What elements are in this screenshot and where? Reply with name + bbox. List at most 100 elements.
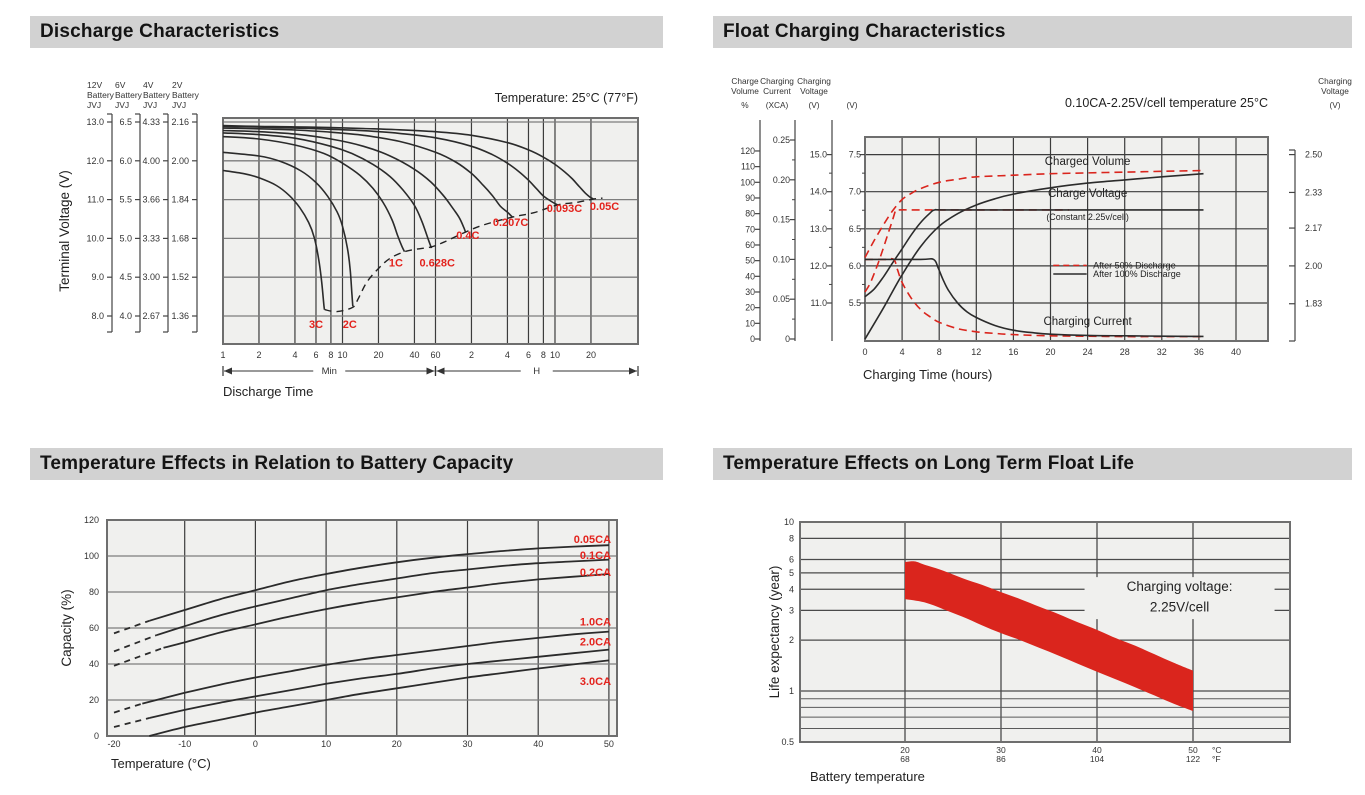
svg-text:30: 30 bbox=[996, 745, 1006, 755]
svg-text:Capacity (%): Capacity (%) bbox=[59, 589, 74, 666]
y-axis: 10 8 6 5 4 3 2 1 0.5 bbox=[781, 517, 794, 747]
svg-text:86: 86 bbox=[996, 754, 1006, 764]
svg-text:1: 1 bbox=[220, 350, 225, 360]
svg-text:0: 0 bbox=[94, 731, 99, 741]
svg-text:Charging Current: Charging Current bbox=[1043, 316, 1132, 328]
svg-text:2V: 2V bbox=[172, 80, 183, 90]
svg-text:24: 24 bbox=[1083, 347, 1093, 357]
svg-text:4: 4 bbox=[789, 584, 794, 594]
svg-text:Charging voltage:: Charging voltage: bbox=[1127, 579, 1233, 594]
svg-text:2.50: 2.50 bbox=[1305, 150, 1322, 160]
svg-text:0.05: 0.05 bbox=[773, 294, 790, 304]
svg-text:0.15: 0.15 bbox=[773, 215, 790, 225]
svg-text:6.5: 6.5 bbox=[849, 224, 861, 234]
svg-text:6.0: 6.0 bbox=[849, 261, 861, 271]
svg-text:Voltage: Voltage bbox=[1321, 86, 1349, 96]
svg-text:2: 2 bbox=[469, 350, 474, 360]
svg-text:16: 16 bbox=[1008, 347, 1018, 357]
svg-text:0.20: 0.20 bbox=[773, 175, 790, 185]
svg-text:100: 100 bbox=[740, 177, 755, 187]
svg-text:2C: 2C bbox=[343, 319, 357, 331]
svg-text:1.52: 1.52 bbox=[171, 272, 189, 282]
svg-text:0.10CA-2.25V/cell temperature: 0.10CA-2.25V/cell temperature 25°C bbox=[1065, 96, 1268, 110]
svg-text:-20: -20 bbox=[107, 739, 120, 749]
svg-text:15.0: 15.0 bbox=[810, 150, 827, 160]
svg-text:2.25V/cell: 2.25V/cell bbox=[1150, 600, 1209, 615]
svg-text:122: 122 bbox=[1186, 754, 1200, 764]
svg-text:1.36: 1.36 bbox=[171, 311, 189, 321]
svg-text:4.0: 4.0 bbox=[119, 311, 132, 321]
series-labels: 0.05CA 0.1CA 0.2CA 1.0CA 2.0CA 3.0CA bbox=[574, 534, 611, 688]
svg-text:8: 8 bbox=[937, 347, 942, 357]
x-axis-title: Discharge Time bbox=[223, 384, 313, 399]
voltage-scales: 12VBatteryJVJ13.012.011.010.09.08.06VBat… bbox=[86, 80, 200, 333]
svg-text:1.0CA: 1.0CA bbox=[580, 617, 611, 629]
y-axis-title: Life expectancy (year) bbox=[767, 566, 782, 699]
svg-text:120: 120 bbox=[84, 515, 99, 525]
svg-text:40: 40 bbox=[89, 659, 99, 669]
svg-text:-10: -10 bbox=[178, 739, 191, 749]
svg-text:Temperature (°C): Temperature (°C) bbox=[111, 756, 211, 771]
plot-area bbox=[865, 137, 1268, 341]
svg-text:70: 70 bbox=[745, 224, 755, 234]
svg-text:110: 110 bbox=[741, 162, 755, 172]
svg-text:Charging: Charging bbox=[797, 76, 831, 86]
series bbox=[864, 169, 1204, 340]
float-charging-chart: 010203040506070809010011012000.050.100.1… bbox=[731, 76, 1352, 382]
svg-text:0: 0 bbox=[750, 334, 755, 344]
svg-text:0.10: 0.10 bbox=[773, 254, 790, 264]
svg-text:12.0: 12.0 bbox=[810, 261, 827, 271]
svg-text:3.00: 3.00 bbox=[142, 272, 160, 282]
svg-text:JVJ: JVJ bbox=[172, 100, 186, 110]
svg-text:40: 40 bbox=[533, 739, 543, 749]
svg-text:20: 20 bbox=[900, 745, 910, 755]
svg-text:10: 10 bbox=[321, 739, 331, 749]
svg-text:Life expectancy (year): Life expectancy (year) bbox=[767, 566, 782, 699]
svg-text:6.5: 6.5 bbox=[119, 117, 132, 127]
svg-text:13.0: 13.0 bbox=[86, 117, 104, 127]
svg-text:After 50% Discharge: After 50% Discharge bbox=[1093, 260, 1176, 270]
svg-text:1.84: 1.84 bbox=[171, 195, 189, 205]
svg-text:8: 8 bbox=[541, 350, 546, 360]
section-header-temp-capacity: Temperature Effects in Relation to Batte… bbox=[30, 448, 663, 480]
svg-text:13.0: 13.0 bbox=[810, 224, 827, 234]
svg-text:60: 60 bbox=[89, 623, 99, 633]
svg-text:After 100% Discharge: After 100% Discharge bbox=[1093, 269, 1181, 279]
svg-text:20: 20 bbox=[1045, 347, 1055, 357]
svg-text:6: 6 bbox=[789, 554, 794, 564]
svg-text:6V: 6V bbox=[115, 80, 126, 90]
svg-text:32: 32 bbox=[1157, 347, 1167, 357]
svg-text:Charge Voltage: Charge Voltage bbox=[1048, 188, 1127, 200]
svg-text:4.00: 4.00 bbox=[142, 156, 160, 166]
svg-text:Charging Time (hours): Charging Time (hours) bbox=[863, 367, 992, 382]
svg-text:(V): (V) bbox=[808, 100, 819, 110]
svg-text:0.5: 0.5 bbox=[781, 737, 794, 747]
svg-text:Battery: Battery bbox=[172, 90, 200, 100]
svg-text:4V: 4V bbox=[143, 80, 154, 90]
svg-text:12: 12 bbox=[971, 347, 981, 357]
svg-text:Volume: Volume bbox=[731, 86, 759, 96]
svg-text:JVJ: JVJ bbox=[87, 100, 101, 110]
chart-note: 0.10CA-2.25V/cell temperature 25°C bbox=[1065, 96, 1268, 110]
svg-text:0: 0 bbox=[253, 739, 258, 749]
svg-text:Battery: Battery bbox=[143, 90, 171, 100]
svg-text:28: 28 bbox=[1120, 347, 1130, 357]
svg-text:Current: Current bbox=[763, 86, 791, 96]
plot-border bbox=[864, 136, 1269, 342]
svg-text:0.05C: 0.05C bbox=[590, 201, 619, 213]
svg-text:3.66: 3.66 bbox=[142, 195, 160, 205]
x-axis-title: Temperature (°C) bbox=[111, 756, 211, 771]
capacity-temperature-chart: -20 -10 0 10 20 30 40 50 0 20 40 60 80 100 120 Temperat… bbox=[59, 515, 618, 771]
svg-text:7.5: 7.5 bbox=[849, 150, 861, 160]
cutoff-line bbox=[324, 197, 603, 313]
svg-text:10: 10 bbox=[550, 350, 560, 360]
svg-text:5.0: 5.0 bbox=[119, 233, 132, 243]
y-axis-title: Capacity (%) bbox=[59, 589, 74, 666]
x-axis-title: Charging Time (hours) bbox=[863, 367, 992, 382]
svg-text:5.5: 5.5 bbox=[119, 195, 132, 205]
svg-text:(V): (V) bbox=[1329, 100, 1340, 110]
svg-text:2.0CA: 2.0CA bbox=[580, 636, 611, 648]
